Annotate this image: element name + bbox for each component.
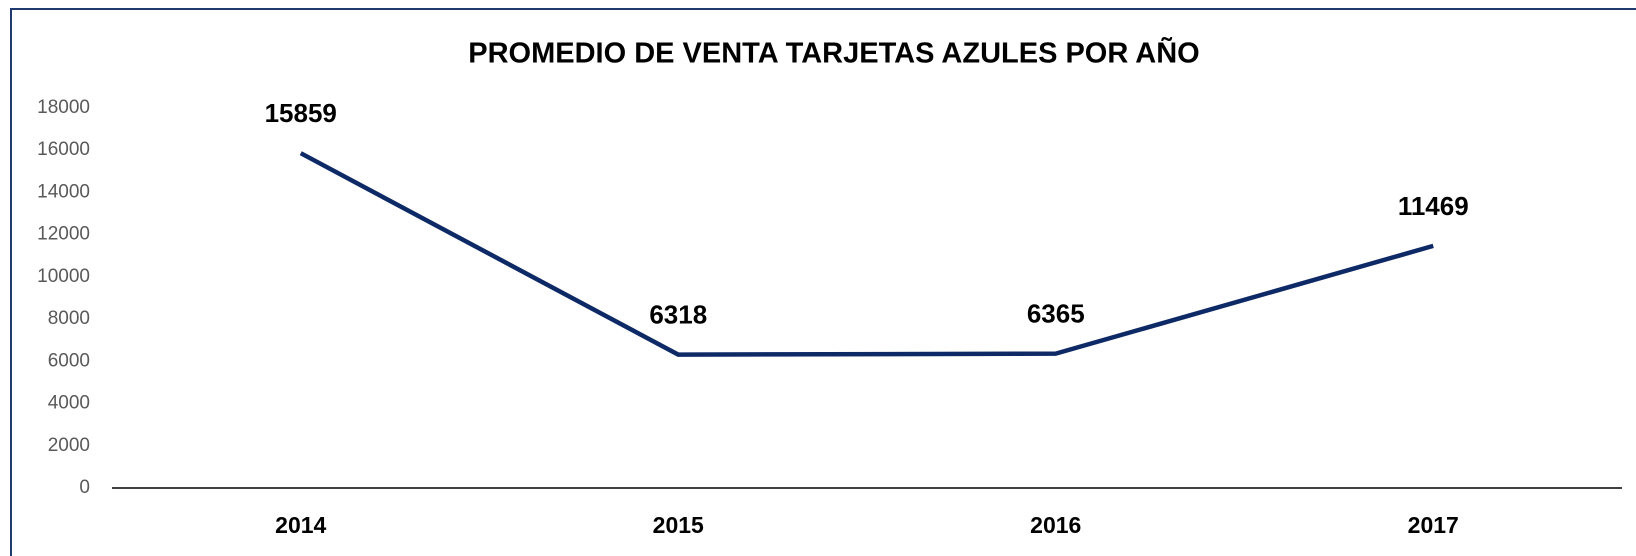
x-tick-label: 2015 xyxy=(653,512,704,538)
x-tick-label: 2014 xyxy=(275,512,326,538)
chart-title: PROMEDIO DE VENTA TARJETAS AZULES POR AÑ… xyxy=(468,36,1200,70)
data-line xyxy=(299,151,1434,357)
y-tick-label: 16000 xyxy=(37,139,90,160)
y-tick-label: 14000 xyxy=(37,181,90,202)
chart-border xyxy=(10,8,1636,556)
data-label: 6365 xyxy=(1027,299,1085,329)
y-tick-label: 0 xyxy=(79,477,90,498)
data-label: 11469 xyxy=(1398,191,1469,221)
y-tick-label: 8000 xyxy=(48,308,90,329)
y-tick-label: 12000 xyxy=(37,224,90,245)
y-tick-label: 10000 xyxy=(37,266,90,287)
data-label: 6318 xyxy=(649,299,707,329)
y-tick-label: 4000 xyxy=(48,393,90,414)
y-tick-label: 6000 xyxy=(48,350,90,371)
x-tick-label: 2016 xyxy=(1030,512,1081,538)
x-tick-label: 2017 xyxy=(1408,512,1459,538)
y-tick-label: 18000 xyxy=(37,97,90,118)
data-label: 15859 xyxy=(265,98,337,128)
y-tick-label: 2000 xyxy=(48,435,90,456)
